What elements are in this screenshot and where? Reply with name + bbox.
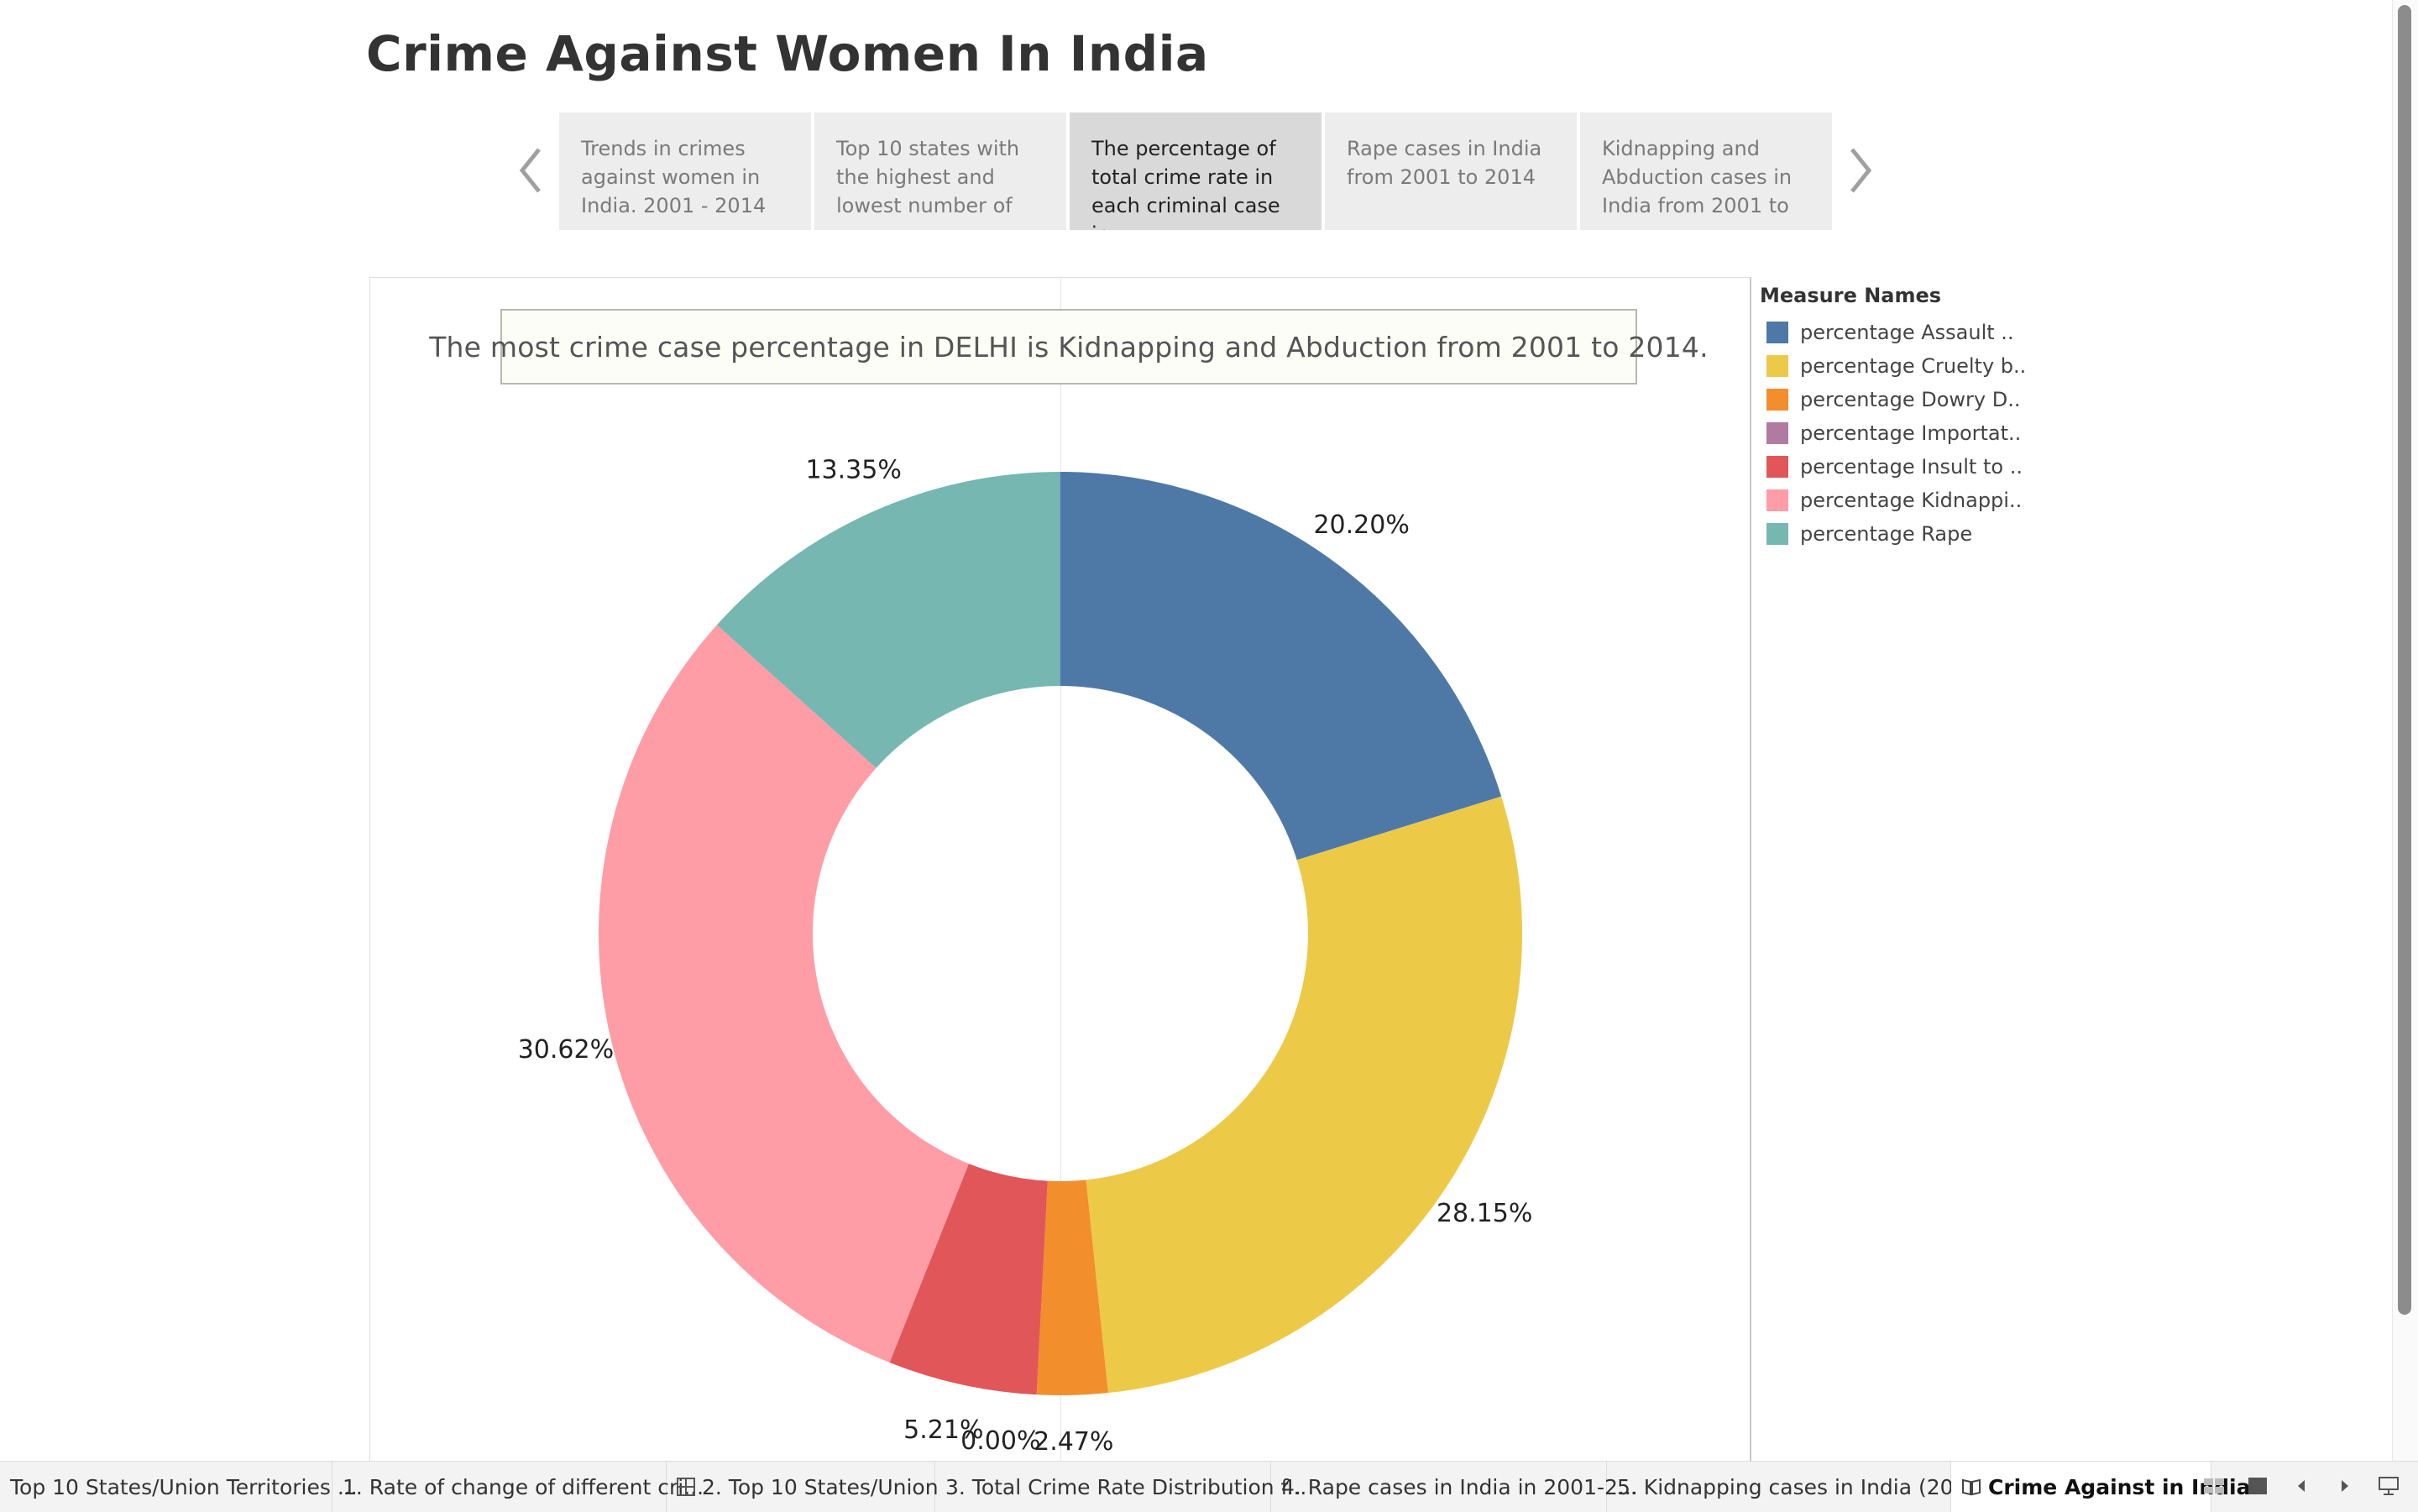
legend-swatch <box>1766 456 1788 478</box>
legend-label: percentage Cruelty b.. <box>1800 354 2027 378</box>
sheet-tab-story[interactable]: Crime Against in India <box>1951 1462 2250 1512</box>
legend-item-rape[interactable]: percentage Rape <box>1760 517 2026 551</box>
legend-item-dowry[interactable]: percentage Dowry D.. <box>1760 383 2026 416</box>
sheet-tab-bar: Top 10 States/Union Territories ... 1. R… <box>0 1461 2418 1512</box>
chevron-right-icon <box>1850 148 1872 193</box>
donut-slice-percentage-kidnappi[interactable] <box>598 625 969 1363</box>
sheet-tab-rate-of-change[interactable]: 1. Rate of change of different cri... <box>332 1462 704 1512</box>
vertical-scrollbar[interactable] <box>2392 0 2418 1511</box>
next-sheet-icon[interactable] <box>2332 1473 2358 1499</box>
sheet-tab-label: 4. Rape cases in India in 2001-2... <box>1281 1474 1638 1499</box>
sheet-tab-total-crime[interactable]: 3. Total Crime Rate Distribution f... <box>935 1462 1306 1512</box>
legend-swatch <box>1766 489 1788 511</box>
donut-label-percentage-cruelty-b: 28.15% <box>1437 1199 1532 1228</box>
story-icon <box>1961 1478 1981 1496</box>
story-prev-button[interactable] <box>514 141 547 200</box>
story-point-2[interactable]: Top 10 states with the highest and lowes… <box>814 112 1066 230</box>
story-point-label: Rape cases in India from 2001 to 2014 <box>1347 137 1542 189</box>
legend-label: percentage Rape <box>1800 522 1973 546</box>
story-point-label: The percentage of total crime rate in ea… <box>1091 137 1280 230</box>
sheet-tab-label: 1. Rate of change of different cri... <box>343 1474 704 1499</box>
legend-item-cruelty[interactable]: percentage Cruelty b.. <box>1760 349 2026 383</box>
donut-slice-percentage-rape[interactable] <box>716 472 1060 768</box>
donut-label-percentage-dowry-d: 2.47% <box>1034 1427 1113 1457</box>
legend-item-importation[interactable]: percentage Importat.. <box>1760 416 2026 450</box>
annotation-caption: The most crime case percentage in DELHI … <box>429 309 1709 385</box>
page-title: Crime Against Women In India <box>366 25 1209 82</box>
legend: Measure Names percentage Assault .. perc… <box>1760 284 2026 551</box>
story-point-strip: Trends in crimes against women in India.… <box>559 112 1832 230</box>
story-point-4[interactable]: Rape cases in India from 2001 to 2014 <box>1325 112 1577 230</box>
scrollbar-thumb[interactable] <box>2398 5 2411 1315</box>
story-point-label: Kidnapping and Abduction cases in India … <box>1602 137 1793 217</box>
story-point-label: Top 10 states with the highest and lowes… <box>836 137 1020 217</box>
sheet-tab-top10-union[interactable]: 2. Top 10 States/Union <box>667 1462 939 1512</box>
donut-slice-percentage-dowry-d[interactable] <box>1036 1180 1108 1395</box>
sheet-tab-rape-cases[interactable]: 4. Rape cases in India in 2001-2... <box>1271 1462 1638 1512</box>
donut-label-percentage-kidnappi: 30.62% <box>518 1035 614 1065</box>
legend-label: percentage Kidnappi.. <box>1800 489 2023 512</box>
story-point-5[interactable]: Kidnapping and Abduction cases in India … <box>1580 112 1832 230</box>
sheet-tab-label: Top 10 States/Union Territories ... <box>10 1474 358 1499</box>
donut-label-percentage-assault: 20.20% <box>1313 510 1409 540</box>
chevron-left-icon <box>519 148 541 193</box>
donut-slice-percentage-insult-to[interactable] <box>889 1164 1048 1395</box>
story-point-1[interactable]: Trends in crimes against women in India.… <box>559 112 811 230</box>
prev-sheet-icon[interactable] <box>2289 1473 2314 1499</box>
presentation-icon[interactable] <box>2376 1473 2401 1499</box>
legend-item-assault[interactable]: percentage Assault .. <box>1760 316 2026 349</box>
legend-item-insult[interactable]: percentage Insult to .. <box>1760 450 2026 484</box>
legend-swatch <box>1766 422 1788 444</box>
sheet-navigation-controls <box>2201 1473 2401 1499</box>
legend-label: percentage Dowry D.. <box>1800 388 2021 411</box>
donut-label-percentage-insult-to: 5.21% <box>903 1415 983 1445</box>
sheet-tab-label: 5. Kidnapping cases in India (20... <box>1617 1474 1974 1499</box>
story-point-3[interactable]: The percentage of total crime rate in ea… <box>1070 112 1322 230</box>
center-reference-line <box>1060 277 1061 1461</box>
table-icon <box>677 1478 695 1496</box>
legend-swatch <box>1766 355 1788 377</box>
legend-swatch <box>1766 389 1788 411</box>
filmstrip-icon[interactable] <box>2245 1473 2270 1499</box>
legend-swatch <box>1766 523 1788 545</box>
sheet-sorter-icon[interactable] <box>2201 1473 2227 1499</box>
story-point-label: Trends in crimes against women in India.… <box>581 137 767 217</box>
donut-slice-percentage-assault[interactable] <box>1060 472 1502 861</box>
legend-label: percentage Importat.. <box>1800 421 2022 445</box>
legend-item-kidnapping[interactable]: percentage Kidnappi.. <box>1760 484 2026 517</box>
donut-label-percentage-rape: 13.35% <box>805 455 901 484</box>
sheet-tab-label: 3. Total Crime Rate Distribution f... <box>945 1474 1307 1499</box>
legend-label: percentage Assault .. <box>1800 321 2014 344</box>
legend-swatch <box>1766 322 1788 343</box>
donut-label-percentage-importat: 0.00% <box>960 1426 1040 1456</box>
sheet-tab-top10-states[interactable]: Top 10 States/Union Territories ... <box>0 1462 358 1512</box>
legend-label: percentage Insult to .. <box>1800 455 2023 479</box>
story-next-button[interactable] <box>1844 141 1877 200</box>
sheet-tab-kidnapping[interactable]: 5. Kidnapping cases in India (20... <box>1607 1462 1973 1512</box>
legend-title: Measure Names <box>1760 284 1942 307</box>
donut-slice-percentage-cruelty-b[interactable] <box>1086 796 1523 1394</box>
sheet-tab-label: 2. Top 10 States/Union <box>702 1474 939 1499</box>
